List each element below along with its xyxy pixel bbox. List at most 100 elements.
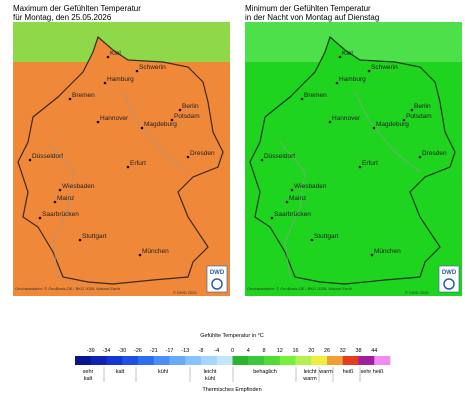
tick-label: -13 <box>181 348 189 354</box>
copyright: © DWD 2026 <box>405 290 429 295</box>
city-dot <box>53 200 57 204</box>
city-label: Berlin <box>182 103 199 110</box>
color-cell <box>90 356 107 365</box>
tick-label: 0 <box>231 348 234 354</box>
city-label: Schwerin <box>371 64 398 71</box>
city-dot <box>28 158 32 162</box>
copyright: © DWD 2026 <box>173 290 197 295</box>
color-cell <box>374 356 391 365</box>
tick-label: -34 <box>103 348 111 354</box>
city-dot <box>126 165 130 169</box>
logo-icon <box>443 278 455 290</box>
city-label: Wiesbaden <box>294 183 327 190</box>
color-cell <box>358 356 375 365</box>
city-dot <box>402 118 406 122</box>
city-label: Magdeburg <box>376 121 409 128</box>
color-cell <box>169 356 186 365</box>
tick-label: -21 <box>150 348 158 354</box>
category-label: behaglich <box>253 369 277 375</box>
city-label: Hamburg <box>339 76 366 83</box>
tick-label: 4 <box>247 348 250 354</box>
color-cell <box>138 356 155 365</box>
color-cell <box>264 356 281 365</box>
tick-label: -39 <box>87 348 95 354</box>
tick-label: 20 <box>308 348 314 354</box>
tick-label: 12 <box>277 348 283 354</box>
city-dot <box>260 158 264 162</box>
city-dot <box>358 165 362 169</box>
city-dot <box>178 108 182 112</box>
city-dot <box>367 69 371 73</box>
tick-label: 26 <box>324 348 330 354</box>
city-dot <box>335 81 339 85</box>
city-label: Mainz <box>57 195 74 202</box>
city-dot <box>138 253 142 257</box>
city-dot <box>328 120 332 124</box>
city-dot <box>96 120 100 124</box>
city-dot <box>270 216 274 220</box>
city-dot <box>372 126 376 130</box>
color-cell <box>327 356 344 365</box>
city-label: Dresden <box>190 150 215 157</box>
axis-title: Thermisches Empfinden <box>202 387 261 393</box>
color-cell <box>311 356 328 365</box>
color-cell <box>153 356 170 365</box>
category-label: kalt <box>116 369 125 375</box>
tick-label: 38 <box>355 348 361 354</box>
map-title: für Montag, den 25.05.2026 <box>13 13 112 22</box>
city-dot <box>68 97 72 101</box>
city-label: Saarbrücken <box>42 211 79 218</box>
river <box>47 141 74 278</box>
city-label: Hannover <box>332 115 361 122</box>
legend-title: Gefühlte Temperatur in °C <box>200 333 264 339</box>
city-dot <box>78 238 82 242</box>
city-dot <box>58 188 62 192</box>
tick-label: 44 <box>371 348 377 354</box>
city-label: Erfurt <box>362 160 378 167</box>
city-label: Düsseldorf <box>32 153 63 160</box>
city-dot <box>418 155 422 159</box>
city-dot <box>186 155 190 159</box>
tick-label: -26 <box>134 348 142 354</box>
color-cell <box>295 356 312 365</box>
color-cell <box>75 356 92 365</box>
city-dot <box>290 188 294 192</box>
color-cell <box>216 356 233 365</box>
city-dot <box>140 126 144 130</box>
tick-label: -30 <box>118 348 126 354</box>
city-dot <box>135 69 139 73</box>
city-label: Bremen <box>304 92 327 99</box>
city-dot <box>106 55 110 59</box>
tick-label: 32 <box>340 348 346 354</box>
tick-label: -8 <box>199 348 204 354</box>
map: Kiel Schwerin Hamburg Bremen Berlin Potsdam Ha… <box>13 22 230 296</box>
city-dot <box>310 238 314 242</box>
city-label: München <box>142 248 169 255</box>
color-cell <box>248 356 265 365</box>
color-cell <box>201 356 218 365</box>
river <box>354 91 421 173</box>
city-label: Kiel <box>342 50 353 57</box>
city-label: Saarbrücken <box>274 211 311 218</box>
color-cell <box>279 356 296 365</box>
map-title: in der Nacht von Montag auf Dienstag <box>245 13 379 22</box>
category-label: kühl <box>158 369 168 375</box>
tick-label: -17 <box>166 348 174 354</box>
city-label: Potsdam <box>174 113 200 120</box>
city-label: Stuttgart <box>82 233 107 240</box>
map-title: Maximum der Gefühlten Temperatur <box>13 4 141 13</box>
city-label: Schwerin <box>139 64 166 71</box>
map: Kiel Schwerin Hamburg Bremen Berlin Potsdam Ha… <box>245 22 462 296</box>
city-dot <box>38 216 42 220</box>
city-label: Bremen <box>72 92 95 99</box>
city-label: Hamburg <box>107 76 134 83</box>
tick-label: -4 <box>214 348 219 354</box>
river <box>279 141 306 278</box>
category-label: sehr kalt <box>83 369 94 382</box>
city-label: Magdeburg <box>144 121 177 128</box>
city-dot <box>300 97 304 101</box>
logo-icon <box>211 278 223 290</box>
city-label: Wiesbaden <box>62 183 95 190</box>
city-label: München <box>374 248 401 255</box>
